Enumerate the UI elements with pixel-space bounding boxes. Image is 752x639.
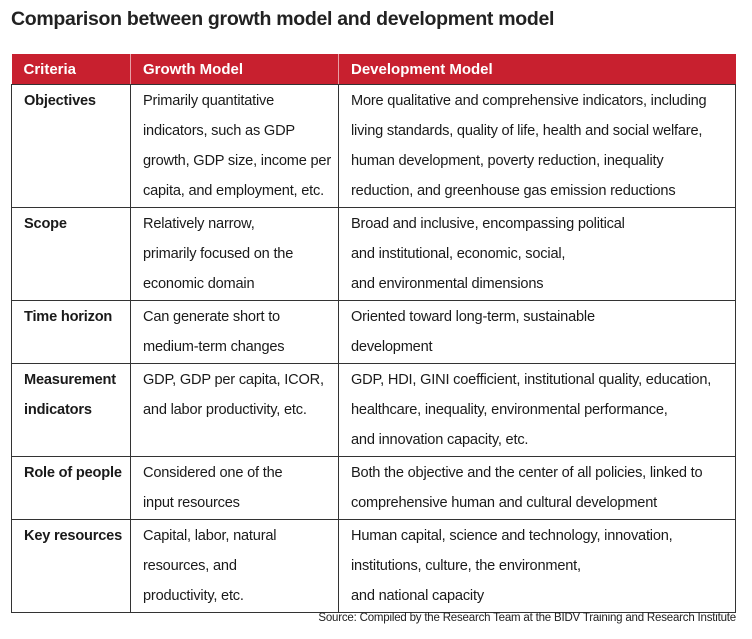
growth-model-cell: GDP, GDP per capita, ICOR, and labor prod… [130, 363, 339, 457]
table-header-row: Criteria Growth Model Development Model [11, 54, 736, 85]
growth-model-cell: Capital, labor, natural resources, and pro… [130, 519, 339, 613]
cell-text-line: and national capacity [351, 588, 484, 604]
source-note: Source: Compiled by the Research Team at… [318, 612, 736, 624]
growth-model-cell: Can generate short to medium-term changes [130, 300, 339, 364]
cell-text-line: input resources [143, 495, 240, 511]
table-row: Objectives Primarily quantitative indicato… [11, 84, 736, 208]
cell-text-line: Scope [24, 216, 67, 232]
cell-text-line: reduction, and greenhouse gas emission r… [351, 183, 676, 199]
cell-text-line: Key resources [24, 528, 122, 544]
cell-text-line: Capital, labor, natural [143, 528, 277, 544]
cell-text-line: Objectives [24, 93, 96, 109]
cell-text-line: Broad and inclusive, encompassing politi… [351, 216, 625, 232]
cell-text-line: indicators [24, 402, 92, 418]
cell-text-line: development [351, 339, 433, 355]
cell-text-line: growth, GDP size, income per [143, 153, 331, 169]
cell-text-line: Both the objective and the center of all… [351, 465, 703, 481]
cell-text-line: Oriented toward long-term, sustainable [351, 309, 595, 325]
cell-text-line: resources, and [143, 558, 237, 574]
header-growth-model: Growth Model [130, 54, 339, 85]
table-row: Time horizon Can generate short to medium-… [11, 300, 736, 364]
cell-text-line: Considered one of the [143, 465, 283, 481]
cell-text-line: living standards, quality of life, healt… [351, 123, 703, 139]
cell-text-line: Relatively narrow, [143, 216, 255, 232]
cell-text-line: medium-term changes [143, 339, 285, 355]
criteria-cell: Scope [11, 207, 131, 301]
development-model-cell: Both the objective and the center of all… [338, 456, 736, 520]
growth-model-cell: Considered one of the input resources [130, 456, 339, 520]
cell-text-line: Can generate short to [143, 309, 280, 325]
page-title: Comparison between growth model and deve… [11, 8, 555, 30]
cell-text-line: and environmental dimensions [351, 276, 544, 292]
criteria-cell: Role of people [11, 456, 131, 520]
cell-text-line: Role of people [24, 465, 122, 481]
header-criteria: Criteria [11, 54, 131, 85]
cell-text-line: and institutional, economic, social, [351, 246, 566, 262]
cell-text-line: More qualitative and comprehensive indic… [351, 93, 707, 109]
cell-text-line: indicators, such as GDP [143, 123, 295, 139]
table-row: Role of people Considered one of the input… [11, 456, 736, 520]
cell-text-line: GDP, HDI, GINI coefficient, institutiona… [351, 372, 712, 388]
cell-text-line: Time horizon [24, 309, 113, 325]
cell-text-line: Primarily quantitative [143, 93, 275, 109]
criteria-cell: Measurement indicators [11, 363, 131, 457]
cell-text-line: capita, and employment, etc. [143, 183, 324, 199]
cell-text-line: comprehensive human and cultural develop… [351, 495, 657, 511]
cell-text-line: productivity, etc. [143, 588, 244, 604]
development-model-cell: Broad and inclusive, encompassing politi… [338, 207, 736, 301]
cell-text-line: healthcare, inequality, environmental pe… [351, 402, 668, 418]
table-row: Measurement indicators GDP, GDP per capita… [11, 363, 736, 457]
development-model-cell: GDP, HDI, GINI coefficient, institutiona… [338, 363, 736, 457]
cell-text-line: and innovation capacity, etc. [351, 432, 529, 448]
criteria-cell: Time horizon [11, 300, 131, 364]
cell-text-line: institutions, culture, the environment, [351, 558, 581, 574]
cell-text-line: Human capital, science and technology, i… [351, 528, 673, 544]
development-model-cell: More qualitative and comprehensive indic… [338, 84, 736, 208]
cell-text-line: GDP, GDP per capita, ICOR, [143, 372, 324, 388]
cell-text-line: economic domain [143, 276, 255, 292]
development-model-cell: Human capital, science and technology, i… [338, 519, 736, 613]
growth-model-cell: Relatively narrow, primarily focused on t… [130, 207, 339, 301]
table-row: Scope Relatively narrow, primarily focused… [11, 207, 736, 301]
growth-model-cell: Primarily quantitative indicators, such a… [130, 84, 339, 208]
cell-text-line: primarily focused on the [143, 246, 294, 262]
comparison-table: Criteria Growth Model Development Model … [11, 54, 736, 613]
header-development-model: Development Model [338, 54, 736, 85]
table-row: Key resources Capital, labor, natural reso… [11, 519, 736, 613]
development-model-cell: Oriented toward long-term, sustainable de… [338, 300, 736, 364]
cell-text-line: human development, poverty reduction, in… [351, 153, 664, 169]
cell-text-line: Measurement [24, 372, 116, 388]
criteria-cell: Objectives [11, 84, 131, 208]
criteria-cell: Key resources [11, 519, 131, 613]
cell-text-line: and labor productivity, etc. [143, 402, 307, 418]
